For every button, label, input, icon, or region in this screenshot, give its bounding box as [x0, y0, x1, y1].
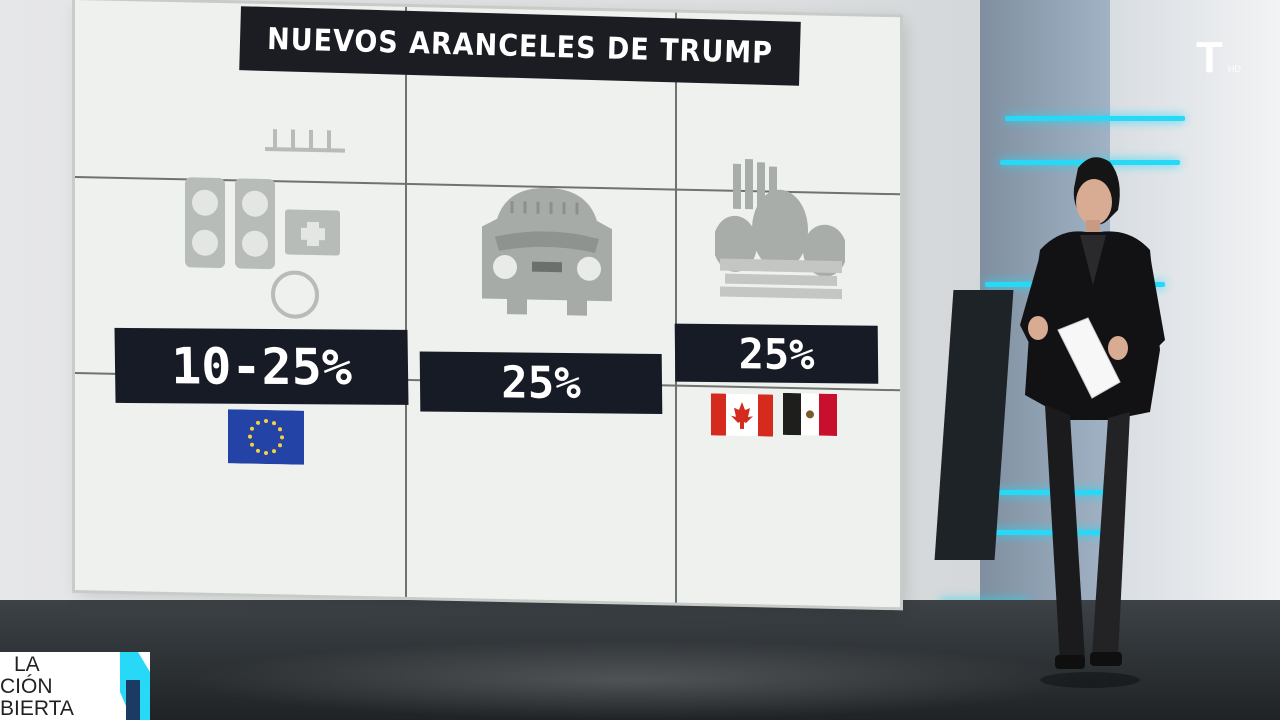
- show-logo-line1: LA: [14, 653, 40, 676]
- show-logo-mark-icon: [120, 652, 150, 720]
- tariff-percentage-canada-mexico-box: 25%: [674, 323, 879, 384]
- channel-logo-hd: HD: [1227, 64, 1241, 74]
- tariff-percentage-cars-box: 25%: [419, 351, 663, 415]
- tariff-percentage-eu-box: 10-25%: [114, 327, 409, 405]
- channel-logo-letter: T: [1196, 33, 1223, 82]
- car-icon: [482, 187, 612, 316]
- panel-seam: [405, 6, 407, 597]
- show-logo-line2: CIÓN: [0, 675, 53, 698]
- tariff-percentage-canada-mexico: 25%: [738, 328, 815, 379]
- floor-reflection: [180, 640, 1080, 720]
- canada-flag-icon: [711, 393, 773, 437]
- tariff-percentage-cars: 25%: [500, 356, 581, 409]
- mexico-flag-icon: [783, 392, 837, 436]
- light-strip: [990, 530, 1110, 535]
- produce-crate-icon: [715, 159, 845, 300]
- video-wall: 10-25% 25% 25%: [75, 0, 900, 608]
- channel-logo: T HD: [1196, 34, 1252, 82]
- panel-seam: [675, 12, 677, 603]
- eu-flag-icon: [228, 409, 304, 465]
- medicine-icon: [185, 129, 345, 319]
- graphic-title: NUEVOS ARANCELES DE TRUMP: [266, 21, 774, 71]
- light-strip: [1005, 116, 1185, 121]
- show-logo-line3: BIERTA: [0, 697, 74, 720]
- show-logo: LA CIÓN BIERTA: [0, 652, 150, 720]
- presenter: [1020, 157, 1165, 688]
- tariff-percentage-eu: 10-25%: [170, 336, 353, 397]
